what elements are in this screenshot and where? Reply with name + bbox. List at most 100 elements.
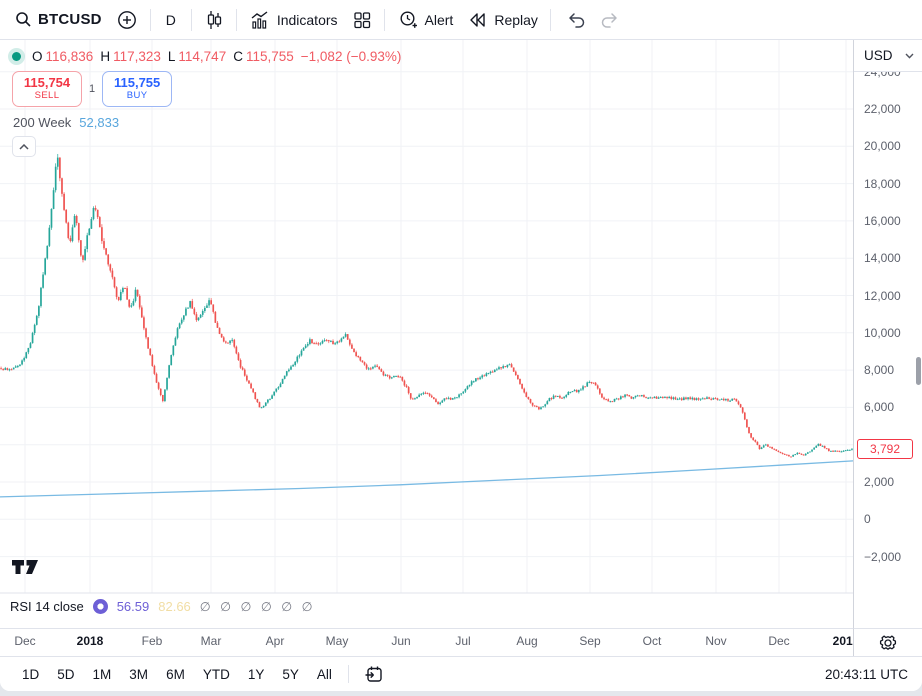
rsi-value-1: 56.59	[116, 599, 150, 614]
session-clock[interactable]: 20:43:11 UTC	[824, 666, 908, 682]
price-tick-label: −2,000	[864, 549, 902, 564]
compare-symbol-button[interactable]	[109, 5, 145, 35]
time-axis-label: May	[325, 634, 349, 648]
change-value: −1,082 (−0.93%)	[300, 49, 402, 64]
rsi-null-values: ∅ ∅ ∅ ∅ ∅ ∅	[199, 600, 316, 614]
time-axis-label: 2018	[76, 634, 104, 648]
indicators-icon	[251, 10, 268, 29]
plus-circle-icon	[117, 10, 136, 29]
time-axis-label: Oct	[642, 634, 662, 648]
price-tick-label: 14,000	[864, 251, 901, 266]
symbol-name: BTCUSD	[38, 11, 102, 28]
bottom-toolbar: 1D 5D 1M 3M 6M YTD 1Y 5Y All 20:43:11 UTC	[0, 656, 922, 691]
sell-label: SELL	[34, 90, 60, 101]
close-value: 115,755	[245, 49, 294, 64]
currency-label: USD	[864, 48, 893, 63]
spread-value: 1	[89, 83, 96, 95]
range-button-3m[interactable]: 3M	[121, 663, 156, 686]
price-axis[interactable]: USD 24,00022,00020,00018,00016,00014,000…	[853, 40, 922, 628]
range-button-all[interactable]: All	[309, 663, 340, 686]
range-button-1m[interactable]: 1M	[85, 663, 120, 686]
time-axis-label: Dec	[14, 634, 36, 648]
range-button-6m[interactable]: 6M	[158, 663, 193, 686]
toolbar-separator	[190, 8, 192, 31]
candlestick-chart[interactable]	[0, 40, 853, 628]
low-value: 114,747	[178, 49, 227, 64]
time-axis[interactable]: Dec 2018 Feb Mar Apr May Jun Jul Aug Sep Oct Nov Dec…	[0, 628, 853, 656]
rsi-value-2: 82.66	[158, 599, 191, 614]
sell-price: 115,754	[23, 75, 71, 91]
sell-button[interactable]: 115,754 SELL	[12, 71, 82, 107]
replay-button[interactable]: Replay	[460, 5, 545, 35]
gear-icon[interactable]	[879, 634, 897, 652]
alert-clock-icon	[400, 10, 417, 28]
replay-icon	[470, 12, 486, 27]
go-to-date-button[interactable]	[357, 661, 391, 687]
range-button-ytd[interactable]: YTD	[195, 663, 238, 686]
ohlc-legend[interactable]: O 116,836 H 117,323 L 114,747 C 115,755 −1,0…	[12, 49, 401, 64]
price-tick-label: 0	[864, 512, 871, 527]
indicator-templates-button[interactable]	[345, 5, 379, 35]
currency-dropdown[interactable]: USD	[854, 40, 922, 72]
chart-pane[interactable]: O 116,836 H 117,323 L 114,747 C 115,755 −1,0…	[0, 40, 853, 628]
toolbar-separator	[549, 8, 551, 31]
ma-indicator-legend[interactable]: 200 Week 52,833	[13, 115, 119, 130]
time-axis-label: 2019	[832, 634, 853, 648]
search-icon	[16, 12, 31, 27]
range-button-1y[interactable]: 1Y	[240, 663, 273, 686]
indicators-button[interactable]: Indicators	[242, 5, 345, 35]
axis-settings-cell	[853, 628, 922, 656]
candlestick-icon	[207, 10, 221, 29]
ma-indicator-value: 52,833	[79, 115, 120, 130]
price-tick-label: 12,000	[864, 288, 901, 303]
redo-icon[interactable]	[600, 12, 620, 28]
vertical-scrollbar[interactable]	[916, 357, 921, 385]
price-tick-label: 8,000	[864, 363, 895, 378]
interval-button[interactable]: D	[156, 5, 186, 35]
chart-content: O 116,836 H 117,323 L 114,747 C 115,755 −1,0…	[0, 40, 922, 656]
buy-button[interactable]: 115,755 BUY	[102, 71, 173, 107]
buy-price: 115,755	[113, 75, 161, 91]
top-toolbar: BTCUSD D Indicators Alert Replay	[0, 0, 922, 40]
time-axis-label: Mar	[200, 634, 222, 648]
interval-label: D	[165, 11, 176, 28]
time-axis-label: Dec	[768, 634, 790, 648]
open-label: O	[32, 49, 43, 64]
price-tick-label: 6,000	[864, 400, 895, 415]
high-value: 117,323	[113, 49, 161, 64]
range-button-5y[interactable]: 5Y	[274, 663, 307, 686]
price-tick-label: 20,000	[864, 139, 901, 154]
toolbar-separator	[383, 8, 385, 31]
price-tick-label: 16,000	[864, 213, 901, 228]
calendar-arrow-icon	[365, 666, 382, 682]
high-label: H	[100, 49, 111, 64]
chevron-down-icon	[905, 53, 914, 59]
rsi-indicator-legend[interactable]: RSI 14 close 56.59 82.66 ∅ ∅ ∅ ∅ ∅ ∅	[10, 599, 316, 614]
chevron-up-icon	[19, 143, 29, 150]
alert-label: Alert	[424, 11, 454, 28]
range-button-1d[interactable]: 1D	[14, 663, 47, 686]
range-button-5d[interactable]: 5D	[49, 663, 82, 686]
toolbar-separator	[235, 8, 237, 31]
trade-widget: 115,754 SELL 1 115,755 BUY	[12, 71, 173, 107]
time-axis-label: Jul	[455, 634, 471, 648]
symbol-search-button[interactable]: BTCUSD	[8, 5, 109, 35]
time-axis-label: Feb	[141, 634, 163, 648]
price-tick-label: 18,000	[864, 176, 901, 191]
price-tick-label: 2,000	[864, 475, 895, 489]
last-price-tag[interactable]: 3,792	[857, 438, 913, 459]
collapse-legend-button[interactable]	[12, 136, 36, 157]
close-label: C	[233, 49, 243, 64]
time-axis-label: Sep	[579, 634, 601, 648]
date-range-buttons: 1D 5D 1M 3M 6M YTD 1Y 5Y All	[14, 663, 340, 686]
chart-style-button[interactable]	[197, 5, 231, 35]
alert-button[interactable]: Alert	[390, 5, 461, 35]
buy-label: BUY	[126, 90, 148, 101]
toolbar-separator	[347, 665, 349, 683]
time-axis-label: Aug	[516, 634, 538, 648]
toolbar-separator	[149, 8, 151, 31]
rsi-style-icon	[92, 599, 108, 614]
undo-icon[interactable]	[566, 12, 586, 28]
grid-layout-icon	[353, 11, 370, 28]
